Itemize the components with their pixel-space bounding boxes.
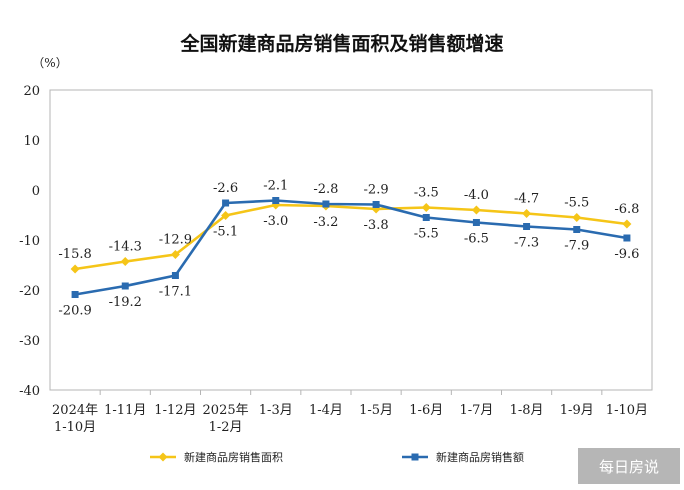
data-label: -9.6 <box>614 247 639 262</box>
legend-marker <box>158 452 168 462</box>
y-unit-label: （%） <box>32 56 67 70</box>
series-group <box>70 197 632 298</box>
data-label: -15.8 <box>58 247 91 262</box>
x-tick-label: 1-10月 <box>606 403 648 418</box>
data-label: -2.9 <box>364 183 389 198</box>
legend: 新建商品房销售面积 新建商品房销售额 <box>150 450 524 464</box>
data-point <box>422 214 430 221</box>
data-point <box>221 211 231 220</box>
data-point <box>523 223 531 230</box>
chart-title: 全国新建商品房销售面积及销售额增速 <box>179 32 503 55</box>
data-point <box>372 201 380 208</box>
data-label: -6.8 <box>614 202 639 217</box>
data-label: -19.2 <box>109 295 142 310</box>
data-point <box>472 219 480 226</box>
x-tick-label: 1-7月 <box>459 403 493 418</box>
series-line-2 <box>74 199 628 296</box>
data-label: -4.0 <box>464 188 489 203</box>
data-point <box>222 199 230 207</box>
data-point <box>622 219 632 229</box>
data-label: -5.1 <box>213 225 238 240</box>
data-point <box>572 213 582 222</box>
x-tick-label: 1-12月 <box>154 403 196 418</box>
legend-label: 新建商品房销售面积 <box>184 450 283 464</box>
data-point <box>120 257 130 266</box>
x-tick-label: 1-9月 <box>560 403 594 418</box>
legend-marker <box>411 453 419 461</box>
data-label: -14.3 <box>109 240 142 255</box>
watermark-backdrop <box>578 448 680 484</box>
y-axis: 20 10 0 -10 -20 -30 -40 <box>19 84 40 399</box>
x-tick-label: 1-4月 <box>309 403 343 418</box>
y-tick-label: 10 <box>23 134 40 149</box>
x-tick-label: 1-11月 <box>104 403 146 418</box>
y-tick-label: -20 <box>19 284 40 299</box>
data-point <box>421 203 431 212</box>
data-point <box>322 200 330 208</box>
data-label: -3.8 <box>364 218 389 233</box>
data-label: -7.3 <box>514 236 539 251</box>
series-line-1 <box>74 203 628 271</box>
data-point <box>471 205 481 215</box>
data-label: -5.5 <box>564 196 589 211</box>
data-label: -20.9 <box>58 304 91 319</box>
y-tick-label: 20 <box>23 84 40 99</box>
data-label: -3.2 <box>313 215 338 230</box>
data-label: -2.6 <box>213 181 238 196</box>
data-label: -3.5 <box>414 186 439 201</box>
x-tick-label: 1-2月 <box>209 420 243 435</box>
data-labels: -15.8 -20.9 -14.3 -19.2 -12.9 -17.1 -5.1 -2.6 -3… <box>58 179 639 319</box>
data-point <box>522 209 532 218</box>
data-point <box>272 197 280 204</box>
x-tick-label: 2024年 <box>52 403 98 418</box>
data-label: -2.1 <box>263 179 288 194</box>
x-axis: 2024年 1-10月 1-11月 1-12月 2025年 1-2月 1-3月 1-4月 1-5… <box>52 390 648 435</box>
data-point <box>71 291 79 298</box>
data-label: -2.8 <box>313 182 338 197</box>
data-label: -7.9 <box>564 239 589 254</box>
x-tick-label: 1-10月 <box>54 420 96 435</box>
data-label: -4.7 <box>514 192 539 207</box>
x-tick-label: 1-8月 <box>510 403 544 418</box>
data-point <box>573 226 581 233</box>
y-tick-label: -40 <box>19 384 40 399</box>
legend-label: 新建商品房销售额 <box>436 450 524 464</box>
x-tick-label: 1-3月 <box>259 403 293 418</box>
data-label: -6.5 <box>464 232 489 247</box>
data-point <box>171 272 179 279</box>
data-point <box>623 234 631 242</box>
y-tick-label: 0 <box>32 184 40 199</box>
data-label: -5.5 <box>414 227 439 242</box>
data-point <box>121 282 129 290</box>
y-tick-label: -30 <box>19 334 40 349</box>
data-point <box>170 250 180 259</box>
y-tick-label: -10 <box>19 234 40 249</box>
watermark-text: 每日房说 <box>599 458 659 476</box>
x-tick-label: 1-6月 <box>409 403 443 418</box>
x-tick-label: 1-5月 <box>359 403 393 418</box>
data-point <box>70 264 80 274</box>
data-label: -17.1 <box>159 285 192 300</box>
x-tick-label: 2025年 <box>203 403 249 418</box>
data-label: -12.9 <box>159 233 192 248</box>
data-label: -3.0 <box>263 214 288 229</box>
